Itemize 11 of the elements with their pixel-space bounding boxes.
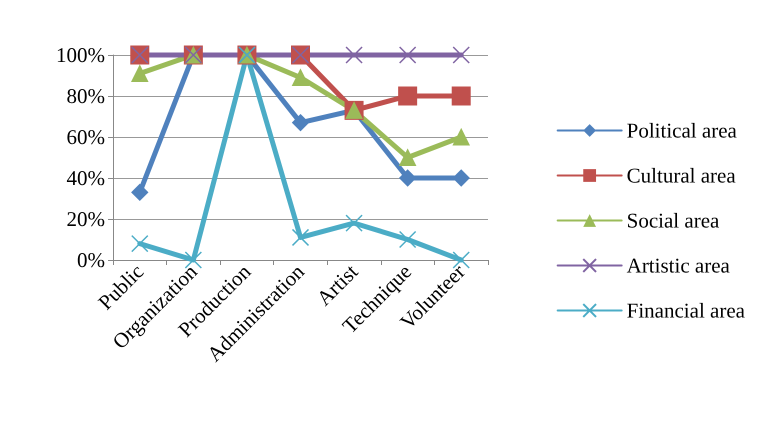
y-tick-label: 20% [66,207,105,231]
y-tick-label: 80% [66,84,105,108]
legend-label: Financial area [626,298,746,322]
legend-label: Cultural area [626,164,736,188]
y-tick-label: 60% [66,125,105,149]
y-tick-label: 0% [77,248,105,272]
y-tick-label: 100% [56,43,105,67]
y-tick-label: 40% [66,166,105,190]
legend-label: Social area [626,208,720,232]
legend-label: Artistic area [626,254,731,278]
legend-label: Political area [626,118,738,142]
